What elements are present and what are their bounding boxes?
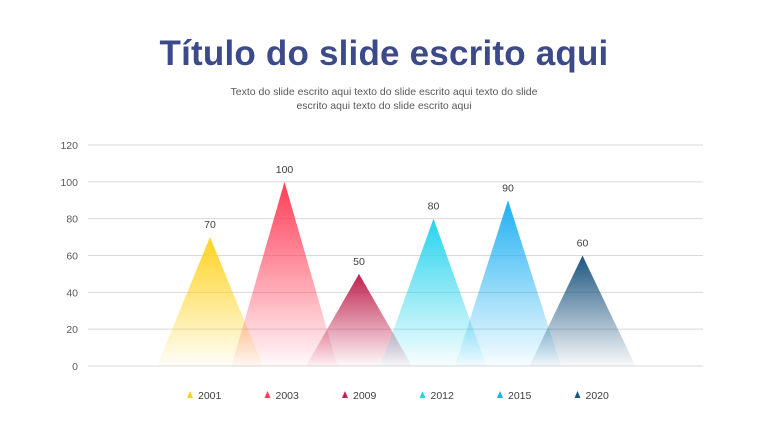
y-axis-ticks: 0 20 40 60 80 100 120 bbox=[60, 140, 78, 373]
legend-marker-2012 bbox=[419, 391, 426, 398]
data-labels: 70 100 50 80 90 60 bbox=[204, 164, 588, 268]
triangle-marks bbox=[157, 181, 636, 366]
legend-label-2003: 2003 bbox=[276, 390, 300, 402]
data-label-2003: 100 bbox=[276, 164, 294, 176]
data-label-2009: 50 bbox=[353, 256, 365, 268]
y-tick-label: 120 bbox=[60, 140, 78, 152]
legend-marker-2020 bbox=[574, 391, 581, 398]
legend: 2001 2003 2009 2012 2015 2020 bbox=[187, 390, 609, 402]
legend-marker-2001 bbox=[187, 391, 193, 398]
triangle-2012 bbox=[380, 218, 487, 366]
y-tick-label: 0 bbox=[72, 361, 78, 373]
legend-label-2012: 2012 bbox=[431, 390, 455, 402]
y-tick-label: 80 bbox=[66, 214, 78, 226]
legend-marker-2003 bbox=[264, 391, 271, 398]
data-label-2001: 70 bbox=[204, 219, 216, 231]
legend-label-2020: 2020 bbox=[586, 390, 610, 402]
y-tick-label: 40 bbox=[66, 287, 78, 299]
legend-marker-2015 bbox=[497, 391, 503, 398]
legend-label-2015: 2015 bbox=[508, 390, 532, 402]
triangle-2020 bbox=[529, 255, 636, 366]
triangle-2009 bbox=[306, 273, 412, 366]
y-tick-label: 60 bbox=[66, 251, 78, 263]
data-label-2015: 90 bbox=[502, 182, 514, 194]
legend-marker-2009 bbox=[342, 391, 348, 398]
data-label-2020: 60 bbox=[577, 238, 589, 250]
y-tick-label: 20 bbox=[66, 324, 78, 336]
legend-label-2009: 2009 bbox=[353, 390, 377, 402]
data-label-2012: 80 bbox=[428, 201, 440, 213]
triangle-2015 bbox=[455, 200, 561, 366]
triangle-2003 bbox=[231, 181, 338, 366]
legend-label-2001: 2001 bbox=[198, 390, 222, 402]
slide-subtitle: Texto do slide escrito aqui texto do sli… bbox=[230, 86, 538, 112]
slide-title: Título do slide escrito aqui bbox=[159, 34, 609, 73]
y-tick-label: 100 bbox=[60, 177, 78, 189]
triangle-2001 bbox=[157, 237, 263, 366]
